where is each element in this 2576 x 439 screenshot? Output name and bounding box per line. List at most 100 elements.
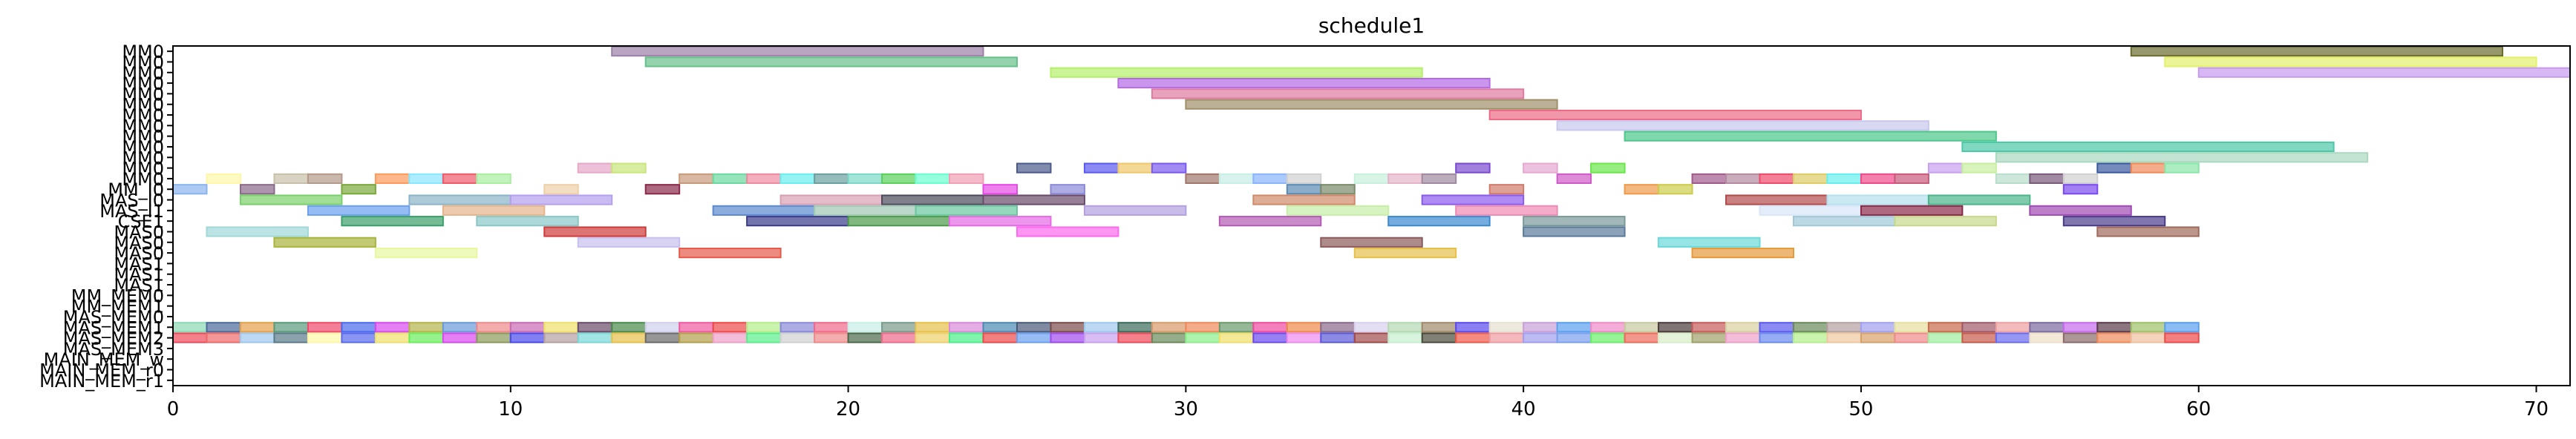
- task-bar: [1287, 334, 1321, 343]
- task-bar: [1996, 174, 2030, 183]
- task-bar: [882, 174, 915, 183]
- task-bar: [1085, 334, 1118, 343]
- task-bar: [1625, 334, 1658, 343]
- task-bar: [1929, 195, 2030, 204]
- task-bar: [882, 323, 915, 331]
- task-bar: [376, 248, 477, 257]
- x-tick-label: 0: [167, 398, 180, 420]
- task-bar: [409, 174, 442, 183]
- task-bar: [2165, 57, 2536, 66]
- task-bar: [1118, 79, 1489, 88]
- task-bar: [849, 174, 882, 183]
- task-bar: [646, 323, 679, 331]
- task-bar: [882, 195, 983, 204]
- task-bar: [781, 174, 814, 183]
- task-bar: [544, 323, 578, 331]
- task-bar: [1050, 68, 1422, 77]
- task-bar: [1726, 195, 1827, 204]
- task-bar: [1085, 164, 1118, 173]
- task-bar: [274, 334, 307, 343]
- task-bar: [1253, 195, 1354, 204]
- task-bar: [1017, 323, 1050, 331]
- task-bar: [578, 164, 612, 173]
- task-bar: [308, 334, 341, 343]
- task-bar: [1388, 217, 1489, 225]
- task-bar: [1321, 238, 1422, 247]
- task-bar: [1456, 206, 1557, 215]
- task-bar: [1996, 334, 2030, 343]
- task-bar: [781, 195, 882, 204]
- task-bar: [1929, 334, 1962, 343]
- task-bar: [916, 334, 949, 343]
- task-bar: [1220, 217, 1321, 225]
- task-bar: [2097, 227, 2198, 236]
- task-bar: [646, 334, 679, 343]
- task-bar: [578, 238, 679, 247]
- task-bar: [544, 334, 578, 343]
- task-bar: [1050, 185, 1084, 194]
- task-bar: [443, 174, 477, 183]
- task-bar: [274, 323, 307, 331]
- task-bar: [511, 323, 544, 331]
- task-bar: [983, 334, 1016, 343]
- task-bar: [1118, 164, 1151, 173]
- task-bar: [849, 217, 949, 225]
- x-tick-label: 10: [498, 398, 523, 420]
- task-bar: [376, 334, 409, 343]
- task-bar: [1658, 185, 1692, 194]
- task-bar: [1321, 334, 1354, 343]
- task-bar: [341, 185, 375, 194]
- task-bar: [1794, 174, 1827, 183]
- task-bar: [1253, 174, 1287, 183]
- task-bar: [2097, 164, 2131, 173]
- task-bar: [747, 217, 848, 225]
- task-bar: [308, 206, 409, 215]
- task-bar: [1760, 334, 1794, 343]
- task-bar: [376, 174, 409, 183]
- task-bar: [2030, 206, 2131, 215]
- task-bar: [983, 185, 1016, 194]
- task-bar: [443, 206, 544, 215]
- task-bar: [1220, 334, 1253, 343]
- task-bar: [1253, 323, 1287, 331]
- task-bar: [1726, 174, 1759, 183]
- task-bar: [206, 227, 307, 236]
- task-bar: [1625, 132, 1996, 141]
- task-bar: [477, 174, 510, 183]
- task-bar: [1186, 323, 1219, 331]
- task-bar: [2064, 217, 2165, 225]
- task-bar: [1152, 323, 1186, 331]
- task-bar: [578, 323, 612, 331]
- task-bar: [1861, 174, 1895, 183]
- task-bar: [1388, 334, 1422, 343]
- task-bar: [1287, 323, 1321, 331]
- task-bar: [1760, 174, 1794, 183]
- task-bar: [1490, 334, 1523, 343]
- task-bar: [1186, 174, 1219, 183]
- task-bar: [1693, 174, 1726, 183]
- task-bar: [781, 323, 814, 331]
- task-bar: [747, 174, 780, 183]
- task-bar: [983, 195, 1084, 204]
- task-bar: [241, 195, 341, 204]
- task-bar: [2064, 185, 2097, 194]
- task-bar: [1557, 174, 1591, 183]
- task-bar: [1693, 323, 1726, 331]
- task-bar: [2064, 334, 2097, 343]
- task-bar: [544, 227, 645, 236]
- task-bar: [849, 334, 882, 343]
- task-bar: [1591, 334, 1624, 343]
- task-bar: [2030, 174, 2063, 183]
- x-tick-label: 50: [1848, 398, 1873, 420]
- task-bar: [308, 174, 341, 183]
- task-bar: [1085, 206, 1186, 215]
- task-bar: [814, 334, 848, 343]
- task-bar: [1557, 323, 1591, 331]
- task-bar: [1523, 164, 1557, 173]
- task-bar: [814, 206, 915, 215]
- task-bar: [2131, 334, 2165, 343]
- task-bar: [1490, 185, 1523, 194]
- x-tick-label: 60: [2186, 398, 2211, 420]
- task-bar: [1220, 323, 1253, 331]
- task-bar: [1962, 142, 2333, 151]
